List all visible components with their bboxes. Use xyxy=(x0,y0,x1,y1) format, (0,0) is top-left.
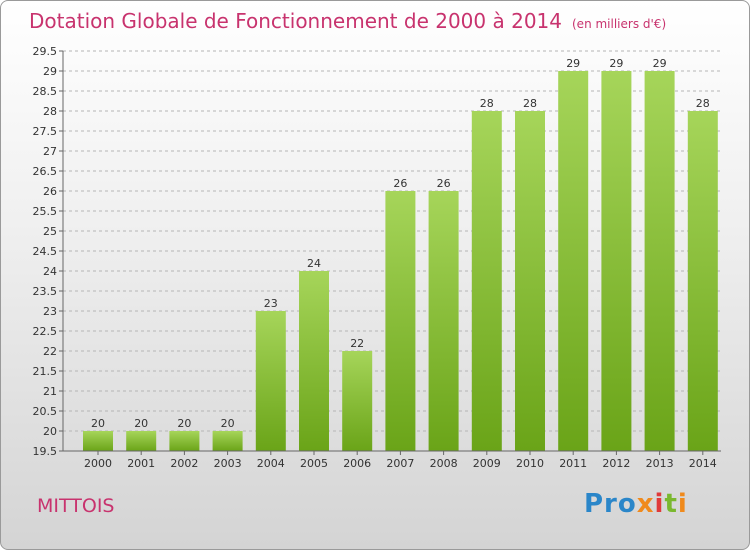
x-tick-label: 2010 xyxy=(516,457,544,470)
x-tick-label: 2008 xyxy=(430,457,458,470)
x-tick-label: 2014 xyxy=(689,457,717,470)
x-tick-label: 2001 xyxy=(127,457,155,470)
bar-2006 xyxy=(342,351,373,451)
bar-value-label: 28 xyxy=(696,97,710,110)
bar-2005 xyxy=(299,271,329,451)
bar-2008 xyxy=(428,191,459,451)
bar-value-label: 23 xyxy=(264,297,278,310)
x-tick-label: 2002 xyxy=(170,457,198,470)
town-name: MITTOIS xyxy=(37,495,115,517)
logo-part-t: t xyxy=(664,489,678,519)
y-tick-label: 22 xyxy=(43,345,57,358)
x-tick-label: 2003 xyxy=(214,457,242,470)
bar-2004 xyxy=(255,311,286,451)
bar-value-label: 20 xyxy=(91,417,105,430)
logo-part-i1: i xyxy=(654,489,665,519)
proxiti-logo[interactable]: Proxiti xyxy=(584,489,688,519)
y-tick-label: 24.5 xyxy=(33,245,58,258)
bar-value-label: 22 xyxy=(350,337,364,350)
bar-2012 xyxy=(601,71,632,451)
y-tick-label: 27 xyxy=(43,145,57,158)
bar-2013 xyxy=(644,71,675,451)
x-axis: 2000 2001 2002 2003 2004 2005 2006 2007 2008 2009… xyxy=(63,450,721,470)
y-tick-label: 19.5 xyxy=(33,445,58,458)
logo-part-pro: Pro xyxy=(584,489,637,519)
bar-2001 xyxy=(126,431,157,451)
y-axis: 19.5 20 20.5 21 21.5 22 22.5 23 23.5 24 24.5 25 25.5… xyxy=(33,45,64,458)
bar-value-label: 29 xyxy=(566,57,580,70)
y-tick-label: 23.5 xyxy=(33,285,58,298)
bar-value-label: 24 xyxy=(307,257,321,270)
bar-value-label: 28 xyxy=(523,97,537,110)
y-tick-label: 27.5 xyxy=(33,125,58,138)
bar-2010 xyxy=(515,111,545,451)
y-tick-label: 28.5 xyxy=(33,85,58,98)
y-tick-label: 29 xyxy=(43,65,57,78)
y-tick-label: 21.5 xyxy=(33,365,58,378)
x-tick-label: 2012 xyxy=(602,457,630,470)
y-tick-label: 20.5 xyxy=(33,405,58,418)
x-tick-label: 2000 xyxy=(84,457,112,470)
y-tick-label: 21 xyxy=(43,385,57,398)
x-tick-label: 2011 xyxy=(559,457,587,470)
bar-2002 xyxy=(169,431,200,451)
x-tick-label: 2005 xyxy=(300,457,328,470)
chart-subtitle: (en milliers d'€) xyxy=(572,17,667,31)
y-tick-label: 25.5 xyxy=(33,205,58,218)
bar-value-label: 20 xyxy=(177,417,191,430)
y-tick-label: 26 xyxy=(43,185,57,198)
y-tick-label: 26.5 xyxy=(33,165,58,178)
y-tick-label: 25 xyxy=(43,225,57,238)
chart-title: Dotation Globale de Fonctionnement de 20… xyxy=(29,9,666,33)
bar-value-label: 26 xyxy=(393,177,407,190)
bar-2009 xyxy=(471,111,502,451)
bar-2003 xyxy=(212,431,243,451)
bar-value-label: 26 xyxy=(437,177,451,190)
title-text: Dotation Globale de Fonctionnement de 20… xyxy=(29,9,562,33)
bar-2014 xyxy=(687,111,718,451)
bar-value-label: 28 xyxy=(480,97,494,110)
logo-part-x: x xyxy=(636,489,655,519)
bar-value-label: 20 xyxy=(221,417,235,430)
logo-part-i2: i xyxy=(677,489,688,519)
x-tick-label: 2013 xyxy=(646,457,674,470)
x-tick-label: 2009 xyxy=(473,457,501,470)
bar-value-label: 29 xyxy=(653,57,667,70)
bar-2011 xyxy=(558,71,589,451)
x-tick-label: 2006 xyxy=(343,457,371,470)
y-tick-label: 20 xyxy=(43,425,57,438)
y-tick-label: 28 xyxy=(43,105,57,118)
y-tick-label: 23 xyxy=(43,305,57,318)
y-tick-label: 29.5 xyxy=(33,45,58,58)
y-tick-label: 24 xyxy=(43,265,57,278)
bars: 20 20 20 20 23 24 22 26 26 28 28 29 29 29 28 xyxy=(83,57,718,451)
x-tick-label: 2004 xyxy=(257,457,285,470)
bar-2000 xyxy=(83,431,113,451)
bar-value-label: 20 xyxy=(134,417,148,430)
y-tick-label: 22.5 xyxy=(33,325,58,338)
bar-value-label: 29 xyxy=(609,57,623,70)
x-tick-label: 2007 xyxy=(386,457,414,470)
bar-2007 xyxy=(385,191,416,451)
